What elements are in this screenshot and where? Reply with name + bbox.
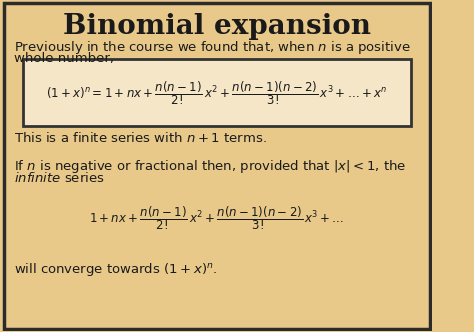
FancyBboxPatch shape: [23, 59, 410, 126]
FancyBboxPatch shape: [3, 3, 430, 329]
Text: $\mathit{infinite}$ series: $\mathit{infinite}$ series: [14, 171, 105, 185]
Text: $(1+x)^{n} = 1 + nx + \dfrac{n(n-1)}{2!}\,x^{2} + \dfrac{n(n-1)(n-2)}{3!}\,x^{3}: $(1+x)^{n} = 1 + nx + \dfrac{n(n-1)}{2!}…: [46, 79, 388, 107]
Text: Binomial expansion: Binomial expansion: [63, 13, 371, 40]
Text: $1 + nx + \dfrac{n(n-1)}{2!}\,x^{2} + \dfrac{n(n-1)(n-2)}{3!}\,x^{3} + \ldots$: $1 + nx + \dfrac{n(n-1)}{2!}\,x^{2} + \d…: [89, 204, 345, 231]
Text: If $n$ is negative or fractional then, provided that $|x| < 1$, the: If $n$ is negative or fractional then, p…: [14, 158, 407, 175]
Text: will converge towards $(1 + x)^{n}$.: will converge towards $(1 + x)^{n}$.: [14, 262, 218, 279]
Text: whole number,: whole number,: [14, 52, 114, 65]
Text: Previously in the course we found that, when $n$ is a positive: Previously in the course we found that, …: [14, 39, 411, 56]
Text: This is a finite series with $n + 1$ terms.: This is a finite series with $n + 1$ ter…: [14, 131, 267, 145]
